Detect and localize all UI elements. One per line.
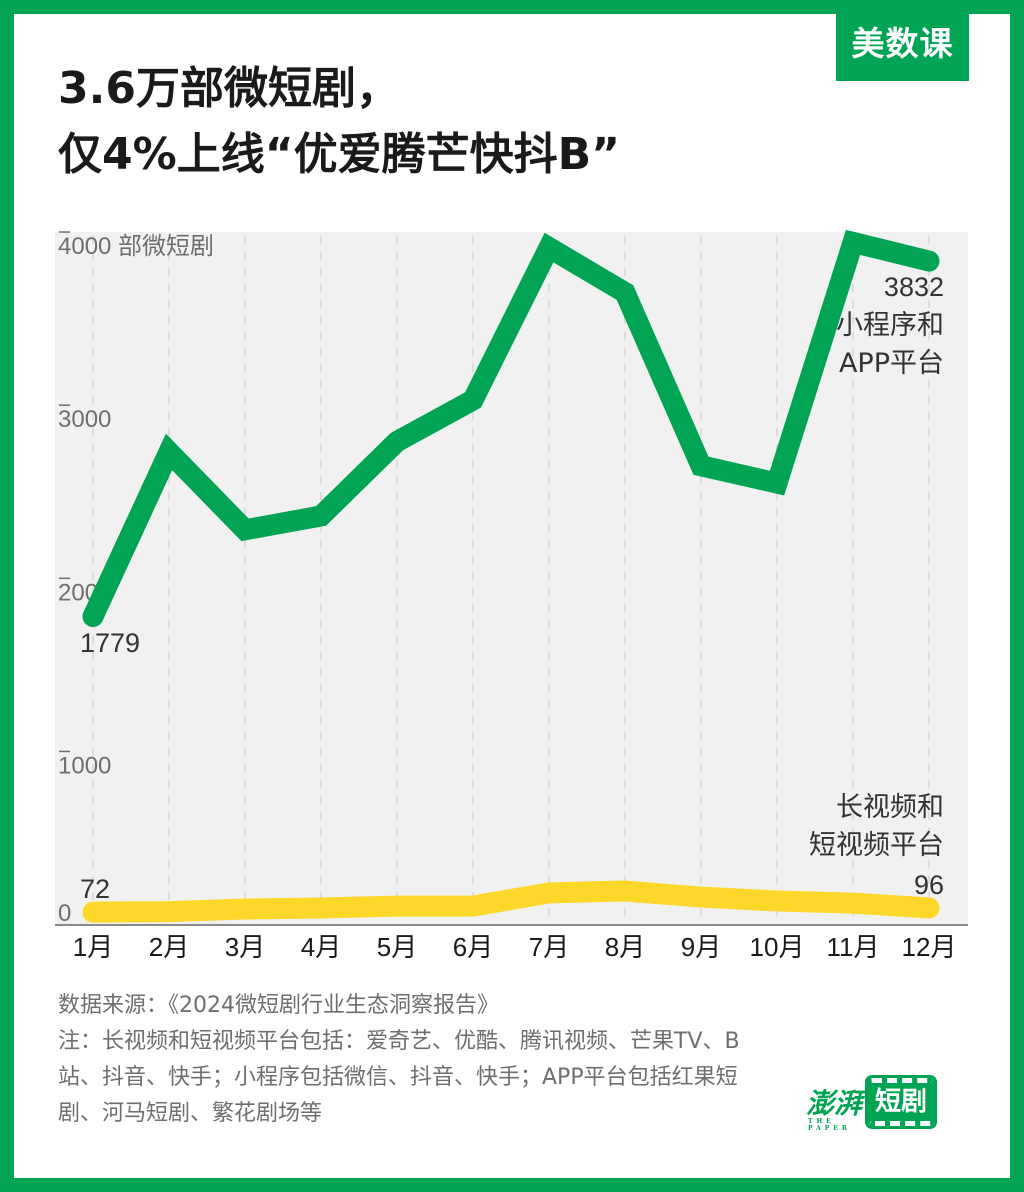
film-strip-icon: 短剧: [865, 1075, 938, 1129]
x-tick-label: 11月: [827, 932, 880, 962]
series-name-label: 长视频和: [836, 792, 944, 823]
last-value-label: 3832: [884, 272, 944, 302]
page-title: 3.6万部微短剧， 仅4%上线“优爱腾芒快抖B”: [58, 56, 620, 188]
series-name-label: 小程序和: [836, 310, 944, 341]
x-tick-label: 7月: [529, 932, 569, 962]
series-lines: [82, 229, 940, 923]
x-tick-label: 9月: [681, 932, 721, 962]
x-tick-label: 6月: [453, 932, 493, 962]
series-name-label: 短视频平台: [809, 830, 944, 861]
video-platform-series-line: [82, 880, 940, 923]
x-tick-label: 2月: [149, 932, 189, 962]
x-tick-label: 12月: [902, 932, 957, 962]
title-line-2: 仅4%上线“优爱腾芒快抖B”: [58, 129, 621, 180]
logo-wordmark: 澎湃 THE PAPER: [806, 1082, 863, 1132]
x-tick-label: 4月: [301, 932, 341, 962]
x-tick-label: 8月: [605, 932, 645, 962]
y-tick-label: 3000: [58, 406, 111, 433]
brand-badge: 美数课: [836, 0, 969, 81]
footer: 数据来源：《2024微短剧行业生态洞察报告》 注：长视频和短视频平台包括：爱奇艺…: [58, 988, 958, 1132]
first-value-label: 1779: [80, 628, 140, 658]
y-tick-label: 0: [58, 900, 71, 927]
logo-subtitle: THE PAPER: [808, 1118, 851, 1132]
series-name-label: APP平台: [839, 348, 944, 379]
logo-name: 澎湃: [806, 1087, 863, 1120]
x-tick-label: 3月: [225, 932, 265, 962]
title-line-1: 3.6万部微短剧，: [58, 63, 400, 114]
first-value-label: 72: [80, 874, 110, 904]
data-source: 数据来源：《2024微短剧行业生态洞察报告》: [58, 993, 499, 1018]
x-tick-label: 10月: [750, 932, 805, 962]
last-value-label: 96: [914, 870, 944, 900]
footnote: 注：长视频和短视频平台包括：爱奇艺、优酷、腾讯视频、芒果TV、B站、抖音、快手；…: [58, 1029, 740, 1126]
the-paper-logo: 澎湃 THE PAPER 短剧: [806, 1075, 938, 1132]
y-tick-label: 4000 部微短剧: [58, 233, 214, 260]
miniapp-app-series-line: [82, 229, 940, 628]
x-tick-label: 1月: [73, 932, 113, 962]
vertical-gridlines: [92, 236, 930, 925]
y-tick-label: 1000: [58, 752, 111, 779]
x-axis: 1月 2月 3月 4月 5月 6月 7月 8月 9月 10月 11月 12月: [73, 932, 957, 962]
x-tick-label: 5月: [377, 932, 417, 962]
